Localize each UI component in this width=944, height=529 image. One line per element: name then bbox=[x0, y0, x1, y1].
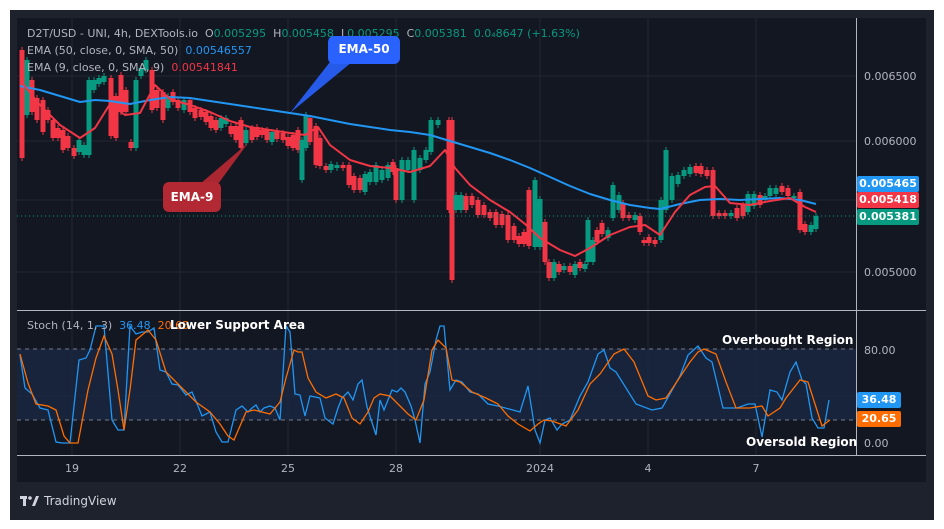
pane-divider[interactable] bbox=[17, 310, 926, 311]
ema9-callout-pointer bbox=[200, 143, 248, 184]
tradingview-brand[interactable]: TradingView bbox=[20, 494, 117, 508]
time-tick-label: 25 bbox=[281, 462, 295, 475]
change-value: 0.0₄8647 (+1.63%) bbox=[473, 27, 580, 40]
time-tick-label: 2024 bbox=[526, 462, 554, 475]
stoch-d-value: 20.65 bbox=[157, 319, 190, 332]
time-scale[interactable] bbox=[17, 456, 926, 482]
stoch-band bbox=[17, 348, 856, 421]
time-tick-label: 22 bbox=[173, 462, 187, 475]
stoch-legend[interactable]: Stoch (14, 1, 3) 36.48 20.65 bbox=[27, 319, 190, 332]
ema50-value: 0.00546557 bbox=[185, 44, 252, 57]
stoch-tick-label: 0.00 bbox=[864, 437, 889, 450]
price-tick-label: 0.006500 bbox=[864, 70, 917, 83]
lower-support-label: Lower Support Area bbox=[170, 318, 306, 332]
high-value: 0.005458 bbox=[281, 27, 334, 40]
stoch-tick-label: 80.00 bbox=[864, 344, 896, 357]
close-value: 0.005381 bbox=[414, 27, 467, 40]
price-scale[interactable] bbox=[856, 18, 926, 455]
ema9-value: 0.00541841 bbox=[171, 61, 238, 74]
stoch-tag: 20.65 bbox=[857, 411, 901, 427]
ema50-callout-pointer bbox=[290, 62, 352, 113]
ema50-callout: EMA-50 bbox=[328, 36, 400, 64]
time-divider bbox=[17, 455, 926, 456]
grid-lines bbox=[17, 18, 856, 455]
ema9-callout: EMA-9 bbox=[163, 182, 221, 212]
time-tick-label: 4 bbox=[644, 462, 652, 475]
brand-name: TradingView bbox=[44, 494, 117, 508]
price-tick-label: 0.006000 bbox=[864, 135, 917, 148]
stoch-lines bbox=[19, 324, 831, 446]
symbol-legend: D2T/USD - UNI, 4h, DEXTools.io O0.005295… bbox=[27, 27, 580, 40]
open-value: 0.005295 bbox=[213, 27, 267, 40]
candlesticks bbox=[19, 47, 819, 283]
tradingview-logo-icon bbox=[20, 496, 39, 506]
price-tick-label: 0.005000 bbox=[864, 266, 917, 279]
ema9-legend[interactable]: EMA (9, close, 0, SMA, 9) 0.00541841 bbox=[27, 61, 238, 74]
symbol-title: D2T/USD - UNI, 4h, DEXTools.io bbox=[27, 27, 198, 40]
oversold-label: Oversold Region bbox=[746, 435, 858, 449]
ema50-legend[interactable]: EMA (50, close, 0, SMA, 50) 0.00546557 bbox=[27, 44, 252, 57]
stoch-tag: 36.48 bbox=[857, 392, 901, 408]
price-tag: 0.005381 bbox=[857, 209, 919, 225]
time-tick-label: 7 bbox=[752, 462, 760, 475]
stoch-k-value: 36.48 bbox=[119, 319, 151, 332]
ema-lines bbox=[19, 79, 817, 257]
overbought-label: Overbought Region bbox=[722, 333, 854, 347]
price-tag: 0.005418 bbox=[857, 192, 919, 208]
time-tick-label: 28 bbox=[389, 462, 403, 475]
price-tag: 0.005465 bbox=[857, 176, 919, 192]
time-tick-label: 19 bbox=[65, 462, 79, 475]
